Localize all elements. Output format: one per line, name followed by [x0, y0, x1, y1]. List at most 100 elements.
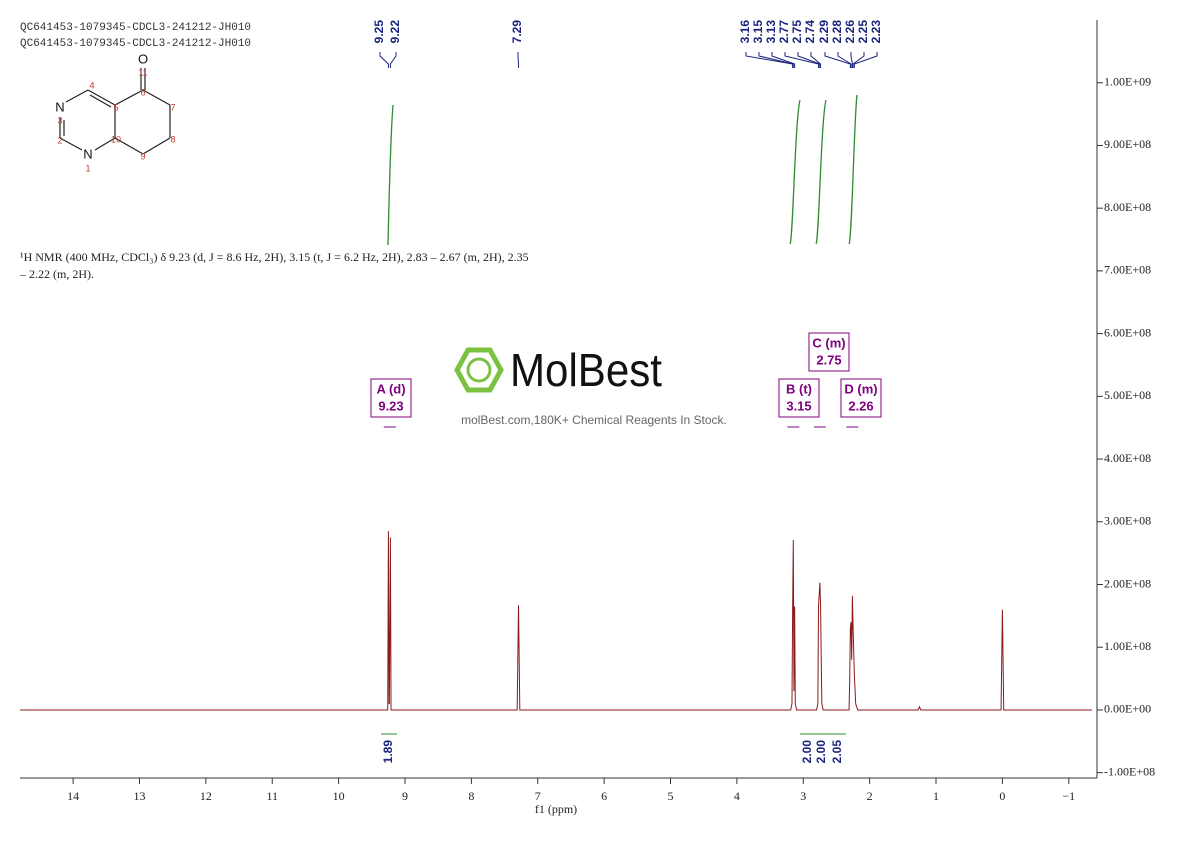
peak-tie	[784, 52, 820, 68]
integral-curves	[387, 94, 858, 246]
peak-label: 2.23	[869, 20, 883, 44]
spectrum	[20, 531, 1092, 711]
peak-label: 2.77	[777, 20, 791, 44]
logo	[454, 347, 504, 393]
atom-number: 6	[140, 87, 145, 97]
y-tick-label: -1.00E+08	[1104, 764, 1155, 778]
y-tick-label: 5.00E+08	[1104, 388, 1151, 402]
integral-label: 1.89	[381, 740, 395, 764]
molecule	[59, 68, 171, 155]
multiplet-box	[808, 332, 850, 372]
atom-number: 3	[57, 115, 62, 125]
tagline: molBest.com,180K+ Chemical Reagents In S…	[461, 413, 727, 427]
y-tick-label: 9.00E+08	[1104, 137, 1151, 151]
x-tick-label: 4	[734, 789, 740, 803]
multiplet-box	[370, 378, 412, 418]
peak-tie	[810, 52, 822, 68]
peak-label: 2.75	[790, 20, 804, 44]
y-tick-label: 8.00E+08	[1104, 200, 1151, 214]
atom-number: 4	[89, 80, 94, 90]
peak-label: 2.29	[817, 20, 831, 44]
atom-number: 2	[57, 135, 62, 145]
atom-number: 8	[170, 134, 175, 144]
x-tick-label: 1	[933, 789, 939, 803]
brand: MolBest	[510, 344, 662, 396]
x-axis-label: f1 (ppm)	[535, 802, 577, 816]
integral-curve	[848, 94, 858, 245]
header-line: QC641453-1079345-CDCL3-241212-JH010	[20, 38, 251, 50]
multiplet-shift: 2.75	[816, 352, 841, 367]
multiplet-box	[840, 378, 882, 418]
x-tick-label: 8	[468, 789, 474, 803]
x-tick-label: 10	[333, 789, 345, 803]
atom-number: 10	[111, 134, 121, 144]
y-tick-label: 2.00E+08	[1104, 576, 1151, 590]
x-tick-label: 7	[535, 789, 541, 803]
x-tick-label: −1	[1062, 789, 1075, 803]
multiplet-box	[778, 378, 820, 418]
integral-label: 2.00	[800, 740, 814, 764]
x-tick-label: 12	[200, 789, 212, 803]
atom-label: O	[138, 51, 148, 66]
peak-tie	[745, 52, 794, 68]
y-tick-label: 1.00E+09	[1104, 74, 1151, 88]
peak-label: 2.28	[830, 20, 844, 44]
peak-tie	[853, 52, 878, 68]
x-tick-label: 2	[867, 789, 873, 803]
header-line: QC641453-1079345-CDCL3-241212-JH010	[20, 22, 251, 34]
peak-tie	[824, 52, 851, 68]
peak-label: 3.16	[738, 20, 752, 44]
peak-tie	[389, 52, 397, 68]
multiplet-shift: 3.15	[786, 398, 811, 413]
multiplet-shift: 2.26	[848, 398, 873, 413]
x-tick-label: 0	[999, 789, 1005, 803]
peak-tie	[797, 52, 821, 68]
atom-number: 9	[140, 151, 145, 161]
logo-icon	[454, 347, 504, 393]
multiplet-label: D (m)	[844, 381, 877, 396]
x-tick-label: 6	[601, 789, 607, 803]
multiplet-label: B (t)	[786, 381, 812, 396]
x-tick-label: 14	[67, 789, 79, 803]
y-tick-label: 6.00E+08	[1104, 325, 1151, 339]
atom-mask	[54, 101, 66, 115]
multiplet-label: C (m)	[812, 335, 845, 350]
atom-number: 7	[170, 102, 175, 112]
description-line: ¹H NMR (400 MHz, CDCl₃) δ 9.23 (d, J = 8…	[20, 250, 529, 264]
peak-tie	[379, 52, 389, 68]
peak-label: 3.15	[751, 20, 765, 44]
y-tick-label: 4.00E+08	[1104, 451, 1151, 465]
peak-tie	[852, 52, 865, 68]
peak-label: 9.25	[372, 20, 386, 44]
y-tick-label: 7.00E+08	[1104, 263, 1151, 277]
x-tick-label: 11	[266, 789, 278, 803]
logo-icon	[466, 357, 492, 383]
peak-label: 2.25	[856, 20, 870, 44]
x-tick-label: 3	[800, 789, 806, 803]
multiplet-label: A (d)	[376, 381, 405, 396]
atom-label: N	[83, 146, 92, 161]
peak-tie	[758, 52, 794, 68]
integral-label: 2.05	[830, 740, 844, 764]
x-tick-label: 5	[668, 789, 674, 803]
description-line: – 2.22 (m, 2H).	[19, 267, 94, 281]
x-tick-label: 13	[133, 789, 145, 803]
y-tick-label: 3.00E+08	[1104, 514, 1151, 528]
atom-number: 1	[85, 163, 90, 173]
integral-curve	[815, 99, 827, 245]
peak-label: 7.29	[510, 20, 524, 44]
atom-mask	[82, 148, 94, 162]
integral-label: 2.00	[814, 740, 828, 764]
integral-curve	[789, 99, 801, 245]
peak-tie	[771, 52, 796, 68]
x-tick-label: 9	[402, 789, 408, 803]
peak-label: 2.74	[803, 20, 817, 44]
atom-number: 11	[138, 67, 147, 77]
y-tick-label: 0.00E+00	[1104, 702, 1151, 716]
integral-curve	[387, 104, 394, 246]
atom-number: 5	[113, 102, 118, 112]
atom-label: N	[55, 99, 64, 114]
peak-label: 3.13	[764, 20, 778, 44]
peak-tie	[837, 52, 852, 68]
